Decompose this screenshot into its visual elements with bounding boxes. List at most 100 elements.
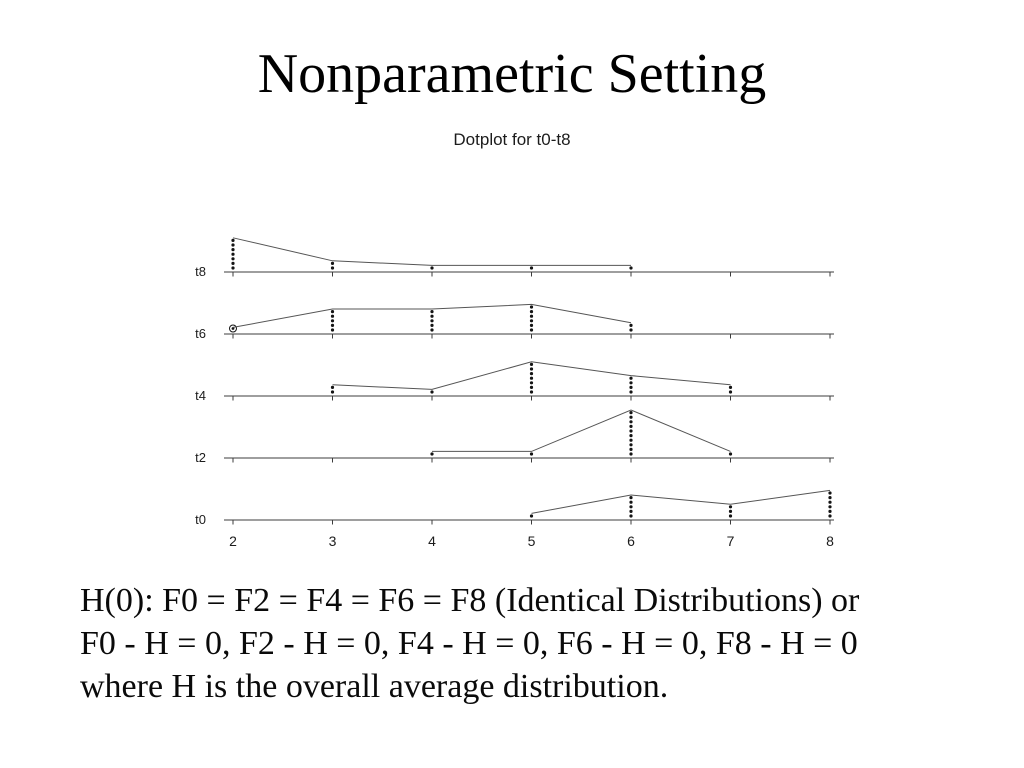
dot: [728, 505, 733, 509]
dot: [330, 261, 335, 265]
hypothesis-line-1: H(0): F0 = F2 = F4 = F6 = F8 (Identical …: [80, 582, 860, 619]
dot: [828, 491, 832, 495]
dot: [430, 390, 434, 394]
dot: [330, 328, 335, 332]
dot: [529, 372, 534, 376]
dot: [430, 323, 434, 327]
dot: [629, 434, 633, 438]
row-label-t6: t6: [195, 326, 206, 341]
dot: [529, 323, 534, 327]
x-tick-label: 5: [528, 533, 536, 549]
dot: [828, 514, 832, 518]
dot: [231, 243, 235, 247]
dot: [629, 514, 633, 518]
row-label-t8: t8: [195, 264, 206, 279]
x-tick-label: 6: [627, 533, 635, 549]
dot: [529, 314, 534, 318]
dot: [629, 452, 633, 456]
dot: [529, 362, 534, 366]
dot: [529, 376, 534, 380]
dot: [728, 390, 733, 394]
freq-line-t4: [332, 361, 731, 390]
dot: [430, 310, 434, 314]
dot: [231, 327, 235, 330]
dot: [529, 266, 534, 270]
hypothesis-line-2: F0 - H = 0, F2 - H = 0, F4 - H = 0, F6 -…: [80, 624, 858, 662]
dot: [828, 496, 832, 500]
dot: [629, 323, 633, 327]
dot: [231, 266, 235, 270]
dot: [629, 505, 633, 509]
dot: [330, 385, 335, 389]
dot: [330, 266, 335, 270]
hypothesis-text: H(0): F0 = F2 = F4 = F6 = F8 (Identical …: [80, 580, 1010, 708]
dot: [529, 390, 534, 394]
dot: [629, 376, 633, 380]
dotplot-chart: t8 t6 t4 t2 t0 2 3 4 5 6 7 8: [195, 237, 834, 549]
dot: [430, 319, 434, 323]
dot: [629, 385, 633, 389]
dot: [529, 514, 534, 518]
dot: [231, 248, 235, 252]
dot: [231, 257, 235, 261]
dot: [529, 310, 534, 314]
dot: [728, 509, 733, 513]
row-label-t0: t0: [195, 512, 206, 527]
hypothesis-line-3: where H is the overall average distribut…: [80, 667, 669, 705]
dot: [629, 420, 633, 424]
dot: [629, 509, 633, 513]
dot: [629, 447, 633, 451]
dot: [529, 385, 534, 389]
dot: [231, 252, 235, 256]
x-tick-label: 4: [428, 533, 436, 549]
dot: [728, 452, 733, 456]
dot: [629, 438, 633, 442]
dot: [629, 266, 633, 270]
dot: [629, 443, 633, 447]
dot: [828, 500, 832, 504]
dot: [529, 328, 534, 332]
dot: [828, 509, 832, 513]
dot: [629, 381, 633, 385]
slide-title: Nonparametric Setting: [257, 43, 767, 105]
dot: [529, 305, 534, 309]
open-circle-marker: [229, 324, 237, 333]
dot: [330, 390, 335, 394]
dot: [629, 411, 633, 415]
dot: [629, 328, 633, 332]
freq-line-t2: [432, 409, 731, 452]
dot: [231, 261, 235, 265]
dot: [629, 390, 633, 394]
row-label-t2: t2: [195, 450, 206, 465]
dot: [430, 452, 434, 456]
dot: [629, 496, 633, 500]
dot: [231, 238, 235, 242]
dot: [728, 514, 733, 518]
dot: [529, 452, 534, 456]
dot: [828, 505, 832, 509]
dot: [629, 424, 633, 428]
dot: [629, 429, 633, 433]
dot: [430, 328, 434, 332]
dot: [330, 323, 335, 327]
x-tick-label: 3: [329, 533, 337, 549]
row-label-t4: t4: [195, 388, 206, 403]
dot: [430, 266, 434, 270]
dot: [330, 310, 335, 314]
dot: [728, 385, 733, 389]
dot: [330, 314, 335, 318]
dot: [529, 367, 534, 371]
x-tick-label: 7: [727, 533, 735, 549]
dot: [529, 319, 534, 323]
dot: [430, 314, 434, 318]
chart-title: Dotplot for t0-t8: [453, 130, 571, 149]
dot: [629, 500, 633, 504]
dot: [330, 319, 335, 323]
dot: [629, 415, 633, 419]
freq-line-t0: [531, 489, 831, 514]
dot: [529, 381, 534, 385]
x-tick-label: 8: [826, 533, 834, 549]
freq-line-t6: [232, 303, 632, 328]
x-tick-label: 2: [229, 533, 237, 549]
